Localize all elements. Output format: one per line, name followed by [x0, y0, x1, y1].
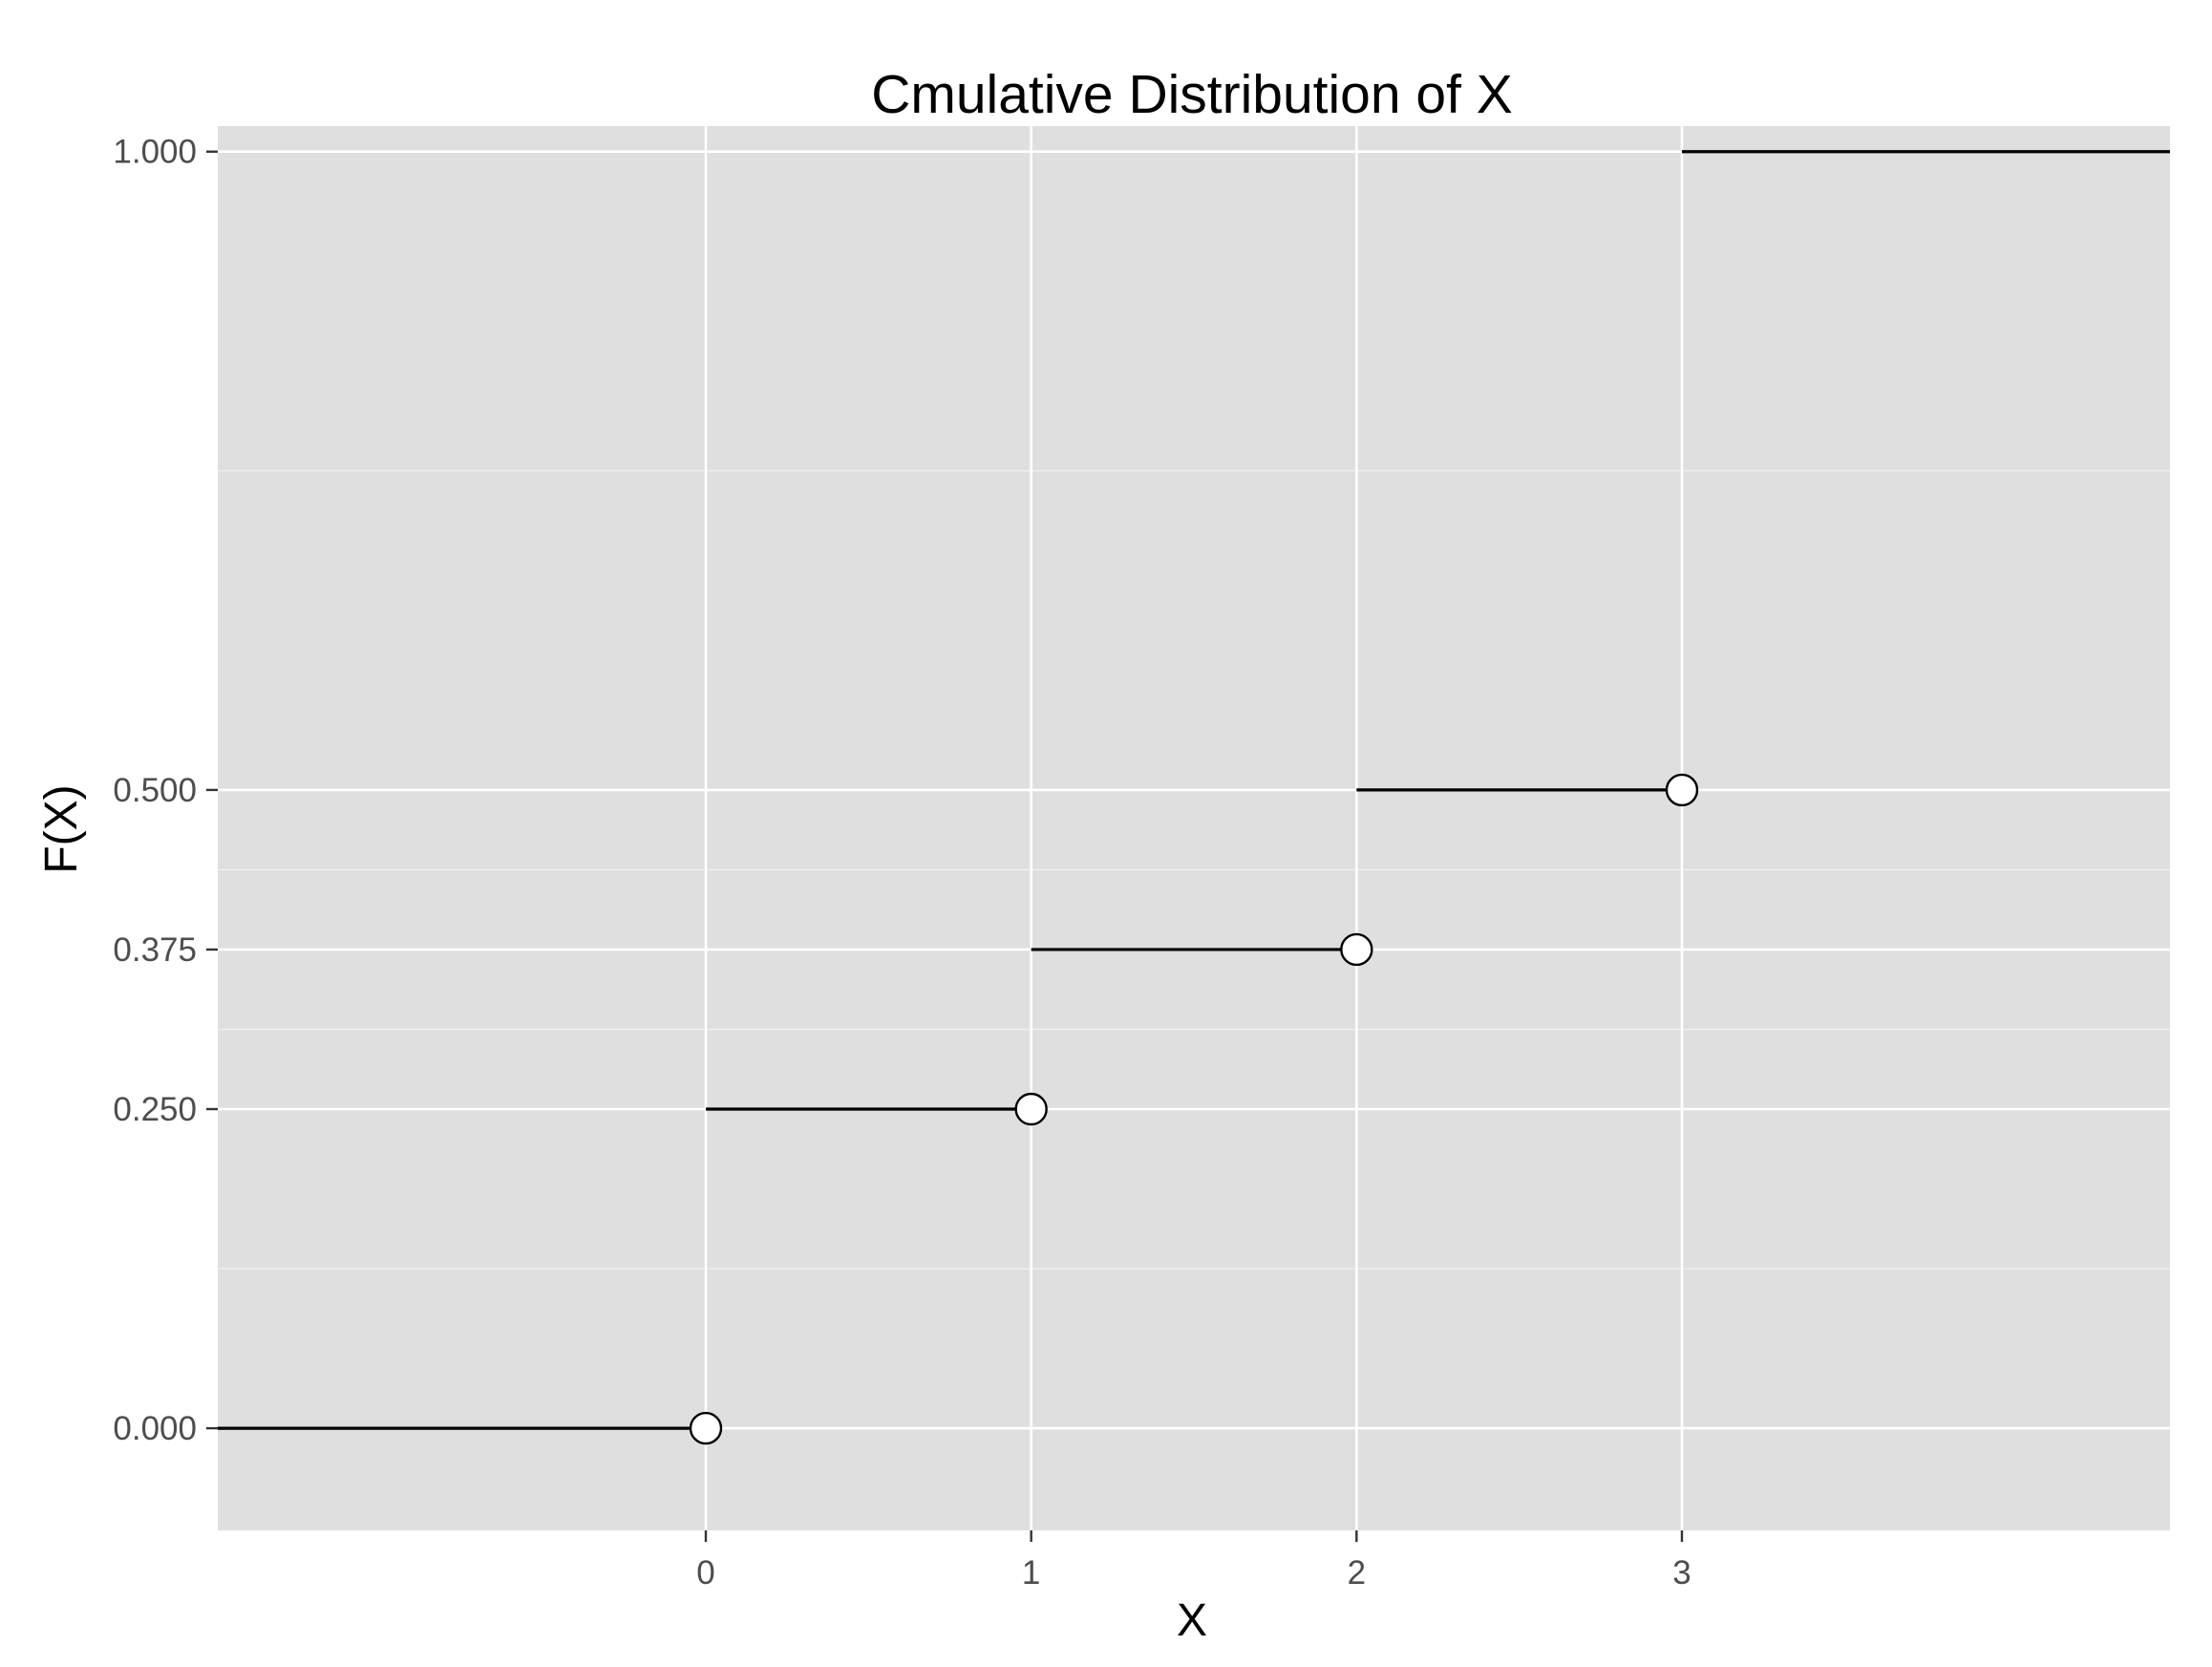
step-segments: [218, 150, 2170, 1430]
major-gridlines: [218, 126, 2170, 1530]
open-point: [689, 1411, 723, 1445]
open-point: [1665, 773, 1699, 807]
minor-gridlines: [218, 470, 2170, 1270]
x-tick-label: 2: [1348, 1554, 1366, 1592]
plot-panel: [218, 126, 2170, 1530]
x-axis-title: X: [1177, 1595, 1207, 1646]
y-tick-label: 0.375: [113, 931, 197, 969]
x-tick-label: 0: [696, 1554, 714, 1592]
y-tick-label: 1.000: [113, 134, 197, 171]
y-tick-label: 0.500: [113, 772, 197, 809]
y-tick-label: 0.250: [113, 1091, 197, 1128]
open-point: [1014, 1092, 1048, 1126]
x-tick-label: 1: [1022, 1554, 1040, 1592]
y-axis-ticks: 0.000 0.250 0.375 0.500 1.000: [113, 134, 218, 1447]
open-points: [689, 773, 1699, 1445]
x-tick-label: 3: [1672, 1554, 1691, 1592]
x-axis-ticks: 0 1 2 3: [696, 1530, 1691, 1592]
open-point: [1340, 932, 1373, 967]
chart-title: Cmulative Distribution of X: [871, 64, 1513, 125]
y-tick-label: 0.000: [113, 1410, 197, 1447]
y-axis-title: F(X): [36, 784, 87, 873]
